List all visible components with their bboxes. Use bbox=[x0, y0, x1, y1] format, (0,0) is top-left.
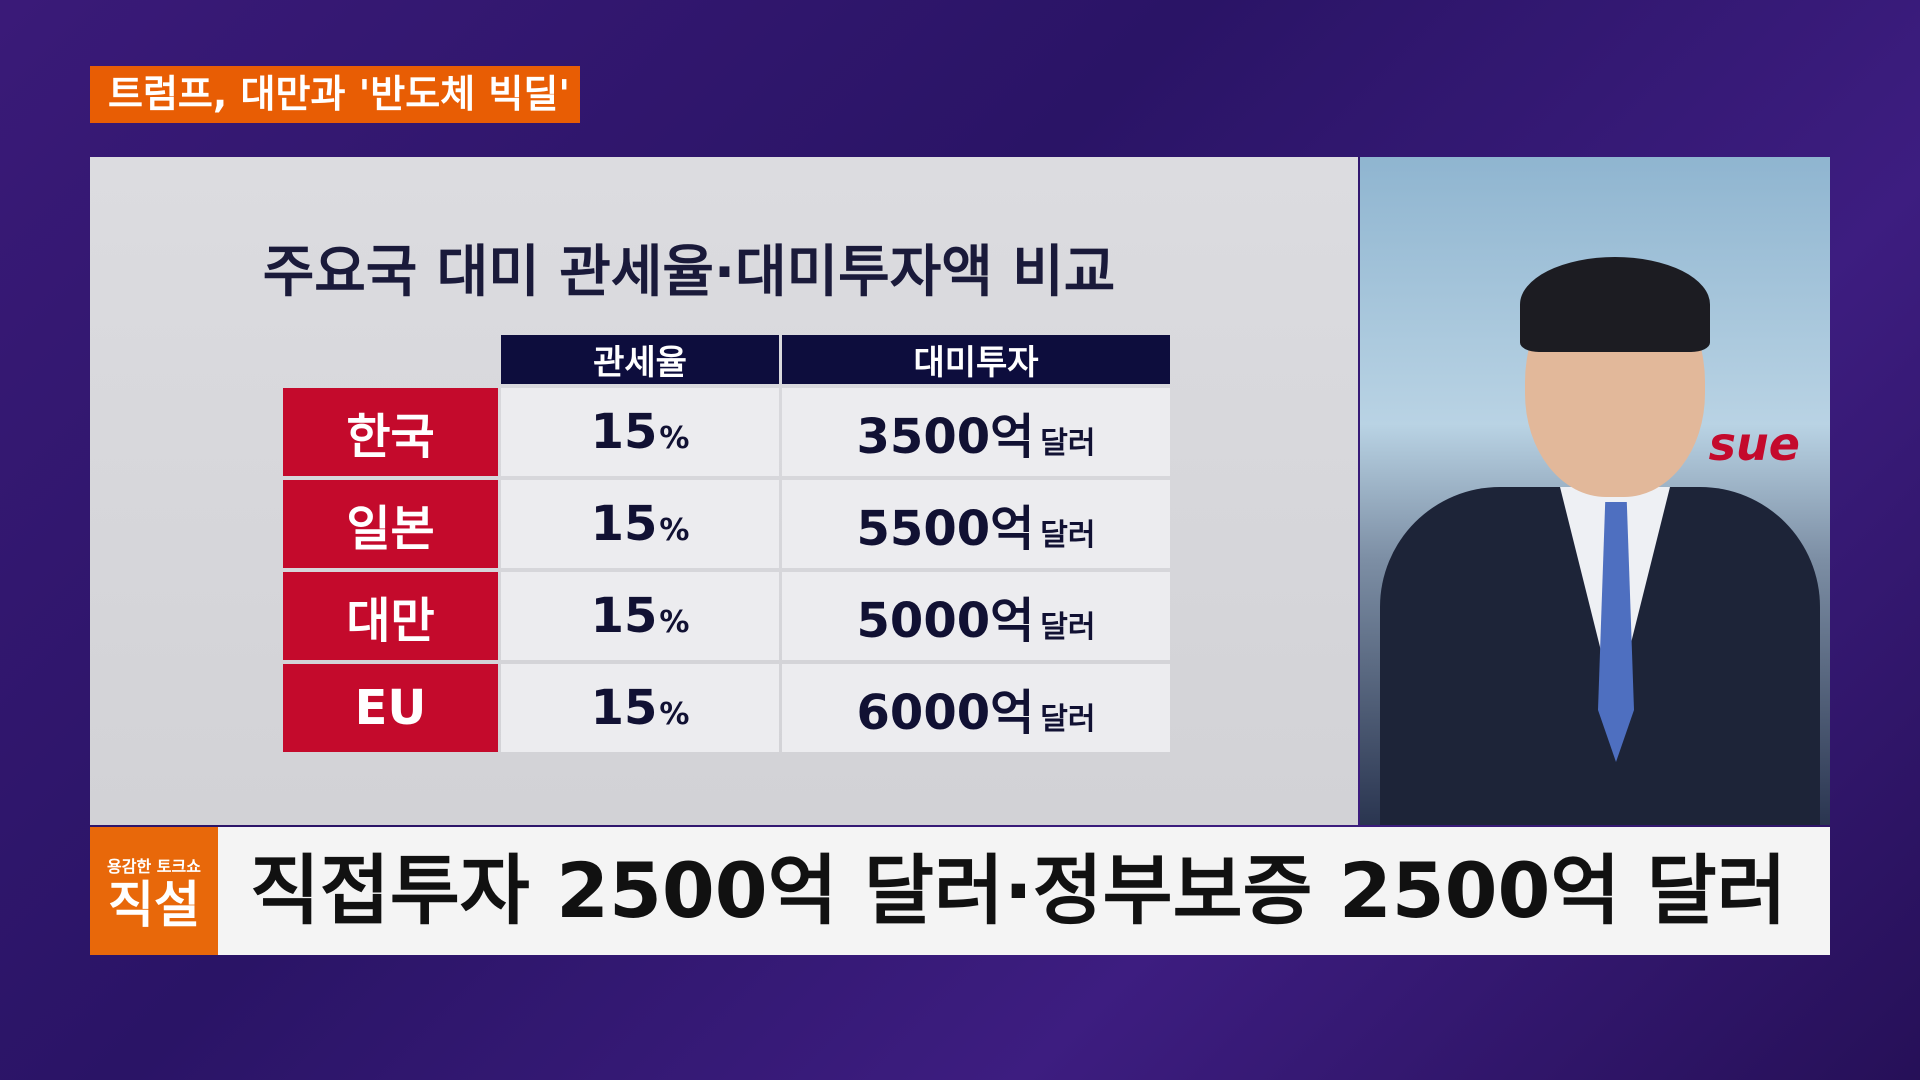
rate-value: 15 bbox=[590, 496, 658, 552]
rate-unit: % bbox=[659, 605, 690, 640]
investment-unit: 달러 bbox=[1040, 610, 1096, 645]
country-label: 한국 bbox=[283, 388, 498, 476]
rate-value: 15 bbox=[590, 404, 658, 460]
rate-unit: % bbox=[659, 697, 690, 732]
rate-value: 15 bbox=[590, 588, 658, 644]
graphic-title: 주요국 대미 관세율·대미투자액 비교 bbox=[262, 240, 1116, 305]
column-header-investment: 대미투자 bbox=[782, 335, 1170, 384]
table-row: EU 15% 6000억 달러 bbox=[283, 664, 1170, 752]
show-logo: 용감한 토크쇼 직설 bbox=[90, 827, 218, 955]
presenter-hair bbox=[1520, 257, 1710, 352]
headline-banner: 트럼프, 대만과 '반도체 빅딜' bbox=[90, 66, 580, 123]
caption-text: 직접투자 2500억 달러·정부보증 2500억 달러 bbox=[250, 846, 1787, 935]
investment-value: 5500억 bbox=[856, 501, 1035, 557]
table-row: 일본 15% 5500억 달러 bbox=[283, 480, 1170, 568]
investment-value: 6000억 bbox=[856, 685, 1035, 741]
investment-value: 3500억 bbox=[856, 409, 1035, 465]
rate-unit: % bbox=[659, 421, 690, 456]
investment-amount: 5000억 달러 bbox=[782, 572, 1170, 660]
lower-third: 용감한 토크쇼 직설 직접투자 2500억 달러·정부보증 2500억 달러 bbox=[90, 827, 1830, 955]
tariff-rate: 15% bbox=[501, 572, 779, 660]
investment-value: 5000억 bbox=[856, 593, 1035, 649]
rate-unit: % bbox=[659, 513, 690, 548]
graphic-panel: 주요국 대미 관세율·대미투자액 비교 관세율 대미투자 한국 15% 3500… bbox=[90, 157, 1358, 825]
investment-amount: 3500억 달러 bbox=[782, 388, 1170, 476]
tariff-rate: 15% bbox=[501, 480, 779, 568]
logo-subtitle: 용감한 토크쇼 bbox=[107, 857, 201, 876]
tariff-rate: 15% bbox=[501, 664, 779, 752]
investment-unit: 달러 bbox=[1040, 426, 1096, 461]
investment-amount: 6000억 달러 bbox=[782, 664, 1170, 752]
investment-unit: 달러 bbox=[1040, 702, 1096, 737]
table-row: 대만 15% 5000억 달러 bbox=[283, 572, 1170, 660]
backdrop-text: sue bbox=[1708, 417, 1800, 471]
comparison-table: 관세율 대미투자 한국 15% 3500억 달러 일본 15% 5500억 달러 대만 … bbox=[280, 331, 1173, 756]
tariff-rate: 15% bbox=[501, 388, 779, 476]
investment-unit: 달러 bbox=[1040, 518, 1096, 553]
country-label: 일본 bbox=[283, 480, 498, 568]
column-header-rate: 관세율 bbox=[501, 335, 779, 384]
table-row: 한국 15% 3500억 달러 bbox=[283, 388, 1170, 476]
country-label: EU bbox=[283, 664, 498, 752]
investment-amount: 5500억 달러 bbox=[782, 480, 1170, 568]
rate-value: 15 bbox=[590, 680, 658, 736]
presenter-tie bbox=[1598, 502, 1634, 762]
empty-header bbox=[283, 335, 498, 384]
presenter-video: sue bbox=[1360, 157, 1830, 825]
logo-title: 직설 bbox=[108, 876, 200, 934]
country-label: 대만 bbox=[283, 572, 498, 660]
